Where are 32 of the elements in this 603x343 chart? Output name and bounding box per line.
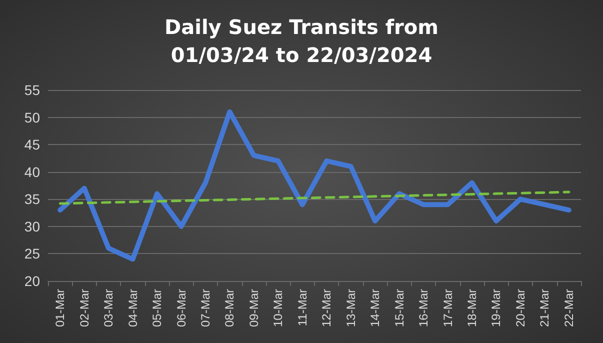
x-tick-label: 20-Mar [513, 289, 528, 328]
x-tick-label: 14-Mar [368, 289, 382, 328]
x-tick-label: 16-Mar [416, 289, 431, 328]
y-tick-label: 50 [24, 109, 40, 126]
x-tick-label: 08-Mar [222, 289, 237, 328]
y-tick-label: 40 [24, 164, 40, 180]
x-tick-label: 18-Mar [464, 289, 479, 328]
x-tick-label: 06-Mar [174, 289, 188, 328]
x-tick-label: 02-Mar [77, 289, 92, 328]
x-tick-label: 04-Mar [126, 289, 140, 328]
y-tick-label: 55 [24, 82, 40, 98]
line-series [58, 190, 570, 205]
y-tick-label: 45 [24, 136, 40, 153]
x-tick-label: 17-Mar [440, 289, 455, 328]
y-tick-label: 35 [24, 191, 40, 208]
x-tick-label: 15-Mar [392, 289, 406, 328]
x-tick-label: 10-Mar [271, 289, 286, 328]
x-tick-label: 12-Mar [320, 289, 334, 328]
x-tick-label: 03-Mar [102, 289, 116, 328]
x-tick-label: 22-Mar [562, 289, 576, 328]
y-tick-label: 25 [24, 246, 40, 262]
x-tick-label: 13-Mar [344, 289, 358, 328]
x-tick-label: 09-Mar [246, 289, 261, 328]
x-tick-label: 19-Mar [489, 289, 504, 328]
y-tick-label: 30 [24, 218, 40, 234]
x-tick-label: 11-Mar [295, 289, 310, 326]
x-tick-label: 21-Mar [538, 289, 552, 328]
x-tick-label: 07-Mar [198, 289, 212, 328]
x-tick-label: 05-Mar [150, 289, 164, 328]
chart-title: Daily Suez Transits from 01/03/24 to 22/03/2024 [164, 15, 438, 67]
x-tick-label: 01-Mar [53, 289, 68, 328]
y-tick-label: 20 [24, 273, 40, 289]
